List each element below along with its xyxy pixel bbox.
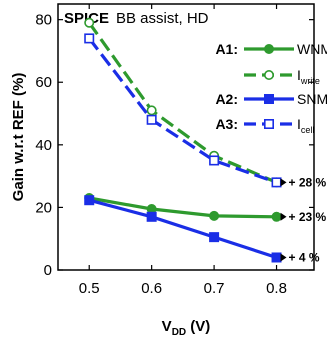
annotation-arrow bbox=[280, 178, 287, 187]
x-tick-label: 0.6 bbox=[141, 280, 162, 297]
legend-entry-label: Iwrite bbox=[297, 67, 320, 86]
legend-marker bbox=[263, 94, 274, 105]
data-point bbox=[146, 114, 157, 125]
legend-key-label: A1: bbox=[215, 41, 238, 57]
axis-ticks: 0.5 0.6 0.7 0.8 0 20 40 60 80 bbox=[35, 4, 314, 297]
title-rest: BB assist, HD bbox=[116, 10, 209, 27]
legend-entry-label: SNM bbox=[297, 91, 327, 107]
data-point bbox=[209, 232, 220, 243]
y-tick-label: 60 bbox=[35, 74, 52, 91]
series-iwrite bbox=[84, 17, 282, 188]
x-axis-title-main: V bbox=[162, 318, 172, 335]
series-line bbox=[87, 37, 278, 184]
legend-entry-name: SNM bbox=[297, 91, 327, 107]
plot-frame bbox=[57, 3, 315, 271]
y-axis-title: Gain w.r.t REF (%) bbox=[10, 73, 27, 202]
data-point bbox=[146, 211, 157, 222]
title-bold: SPICE bbox=[64, 10, 109, 27]
legend-marker bbox=[263, 119, 274, 130]
legend-key-label: A2: bbox=[215, 91, 238, 107]
x-axis-title-sub: DD bbox=[172, 327, 186, 338]
data-point bbox=[84, 17, 95, 28]
legend-entry-label: Icell bbox=[297, 116, 314, 135]
data-point bbox=[271, 177, 282, 188]
series-snm bbox=[84, 195, 282, 263]
data-point bbox=[84, 33, 95, 44]
annotation-arrow bbox=[280, 212, 287, 221]
legend-entry-label: WNM bbox=[297, 41, 327, 57]
legend-entry-name: WNM bbox=[297, 41, 327, 57]
y-tick-label: 80 bbox=[35, 12, 52, 29]
annotation-label: + 4 % bbox=[289, 250, 320, 264]
series-line bbox=[87, 21, 278, 184]
data-point bbox=[271, 252, 282, 263]
legend-entry-name: I bbox=[297, 116, 301, 132]
legend-entry-subscript: write bbox=[300, 76, 320, 86]
legend-entry-subscript: cell bbox=[301, 125, 315, 135]
x-tick-label: 0.8 bbox=[266, 280, 287, 297]
x-tick-label: 0.7 bbox=[204, 280, 225, 297]
legend-key-label: A3: bbox=[215, 116, 238, 132]
annotations: + 28 % + 23 % + 4 % bbox=[280, 175, 327, 264]
data-point bbox=[209, 155, 220, 166]
annotation-label: + 23 % bbox=[289, 210, 327, 224]
data-point bbox=[84, 195, 95, 206]
x-axis-title-unit: (V) bbox=[186, 318, 210, 335]
x-tick-label: 0.5 bbox=[79, 280, 100, 297]
y-tick-label: 20 bbox=[35, 199, 52, 216]
data-point bbox=[271, 211, 282, 222]
data-point bbox=[146, 105, 157, 116]
annotation-arrow bbox=[280, 253, 287, 262]
legend-marker bbox=[263, 70, 274, 81]
legend-marker bbox=[263, 43, 274, 54]
annotation-label: + 28 % bbox=[289, 175, 327, 189]
series-line bbox=[88, 196, 277, 219]
series-layer bbox=[84, 17, 282, 263]
y-tick-label: 40 bbox=[35, 137, 52, 154]
data-point bbox=[209, 210, 220, 221]
series-line bbox=[88, 198, 277, 260]
x-axis-title: VDD (V) bbox=[162, 318, 211, 338]
legend: A1: A2: A3: WNM Iwrite SNM Icell bbox=[215, 41, 327, 135]
legend-entry-name: I bbox=[297, 67, 301, 83]
y-tick-label: 0 bbox=[44, 262, 52, 279]
